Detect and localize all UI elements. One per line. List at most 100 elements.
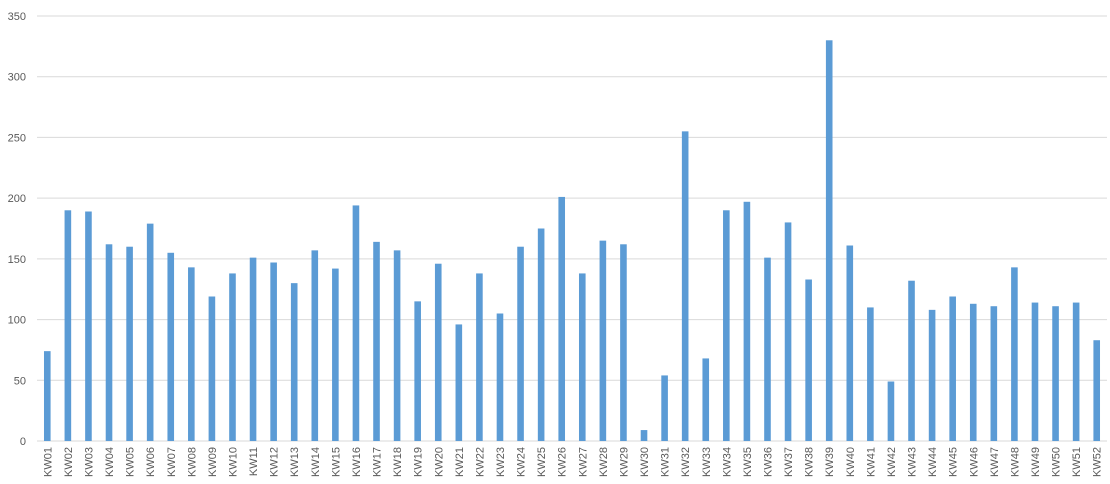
bar xyxy=(270,262,277,441)
x-tick-label: KW46 xyxy=(968,447,980,477)
bar xyxy=(723,210,730,441)
bar xyxy=(332,268,339,441)
x-tick-label: KW48 xyxy=(1009,447,1021,477)
y-tick-label: 350 xyxy=(8,11,26,23)
x-tick-label: KW34 xyxy=(721,447,733,477)
x-tick-label: KW03 xyxy=(83,447,95,477)
bar xyxy=(188,267,195,441)
x-tick-label: KW44 xyxy=(927,447,939,477)
x-tick-label: KW05 xyxy=(125,447,137,477)
bar xyxy=(599,240,607,441)
bar xyxy=(496,313,504,441)
x-tick-label: KW33 xyxy=(701,447,713,477)
x-tick-label: KW13 xyxy=(289,447,301,477)
x-tick-label: KW43 xyxy=(907,447,919,477)
bar xyxy=(126,246,133,441)
bar xyxy=(146,223,154,441)
bar xyxy=(867,307,874,441)
x-tick-label: KW07 xyxy=(166,447,178,477)
bar xyxy=(517,246,524,441)
x-tick-label: KW51 xyxy=(1071,447,1083,477)
bar xyxy=(352,205,360,441)
bar xyxy=(908,280,915,441)
x-tick-label: KW08 xyxy=(186,447,198,477)
bar xyxy=(764,257,771,441)
bar xyxy=(105,244,113,441)
bar xyxy=(414,301,421,441)
bar xyxy=(1093,340,1101,441)
x-tick-label: KW23 xyxy=(495,447,507,477)
x-tick-label: KW45 xyxy=(948,447,960,477)
y-tick-label: 50 xyxy=(14,375,26,387)
x-tick-label: KW15 xyxy=(330,447,342,477)
bar xyxy=(784,222,792,441)
bar xyxy=(476,273,483,441)
x-tick-label: KW29 xyxy=(618,447,630,477)
x-tick-label: KW40 xyxy=(845,447,857,477)
bar xyxy=(846,245,854,441)
bar xyxy=(1011,267,1018,441)
x-tick-label: KW02 xyxy=(63,447,75,477)
x-tick-label: KW09 xyxy=(207,447,219,477)
x-tick-label: KW04 xyxy=(104,447,116,477)
x-tick-label: KW12 xyxy=(269,447,281,477)
x-tick-label: KW50 xyxy=(1051,447,1063,477)
bar xyxy=(1031,302,1039,441)
bar xyxy=(434,263,442,441)
x-tick-label: KW38 xyxy=(804,447,816,477)
bar xyxy=(208,296,216,441)
x-tick-label: KW37 xyxy=(783,447,795,477)
bar xyxy=(455,324,463,441)
x-tick-label: KW26 xyxy=(557,447,569,477)
x-tick-label: KW31 xyxy=(660,447,672,477)
x-tick-label: KW16 xyxy=(351,447,363,477)
bar xyxy=(43,351,51,441)
bar xyxy=(825,40,833,442)
bar xyxy=(249,257,257,441)
bar xyxy=(990,306,998,441)
x-tick-label: KW24 xyxy=(516,447,528,477)
x-tick-label: KW21 xyxy=(454,447,466,477)
bar xyxy=(64,210,72,441)
y-tick-label: 300 xyxy=(8,72,26,84)
bar xyxy=(661,375,668,441)
x-tick-label: KW14 xyxy=(310,447,322,477)
bar xyxy=(949,296,956,441)
x-tick-label: KW30 xyxy=(639,447,651,477)
bar xyxy=(928,309,936,441)
x-tick-label: KW20 xyxy=(433,447,445,477)
bar xyxy=(85,211,92,441)
bar xyxy=(681,131,689,441)
y-tick-label: 150 xyxy=(8,254,26,266)
x-tick-label: KW36 xyxy=(762,447,774,477)
x-tick-label: KW35 xyxy=(742,447,754,477)
y-tick-label: 250 xyxy=(8,132,26,144)
bar xyxy=(1072,302,1080,441)
bar xyxy=(969,303,977,441)
bar xyxy=(290,283,298,441)
x-tick-label: KW18 xyxy=(392,447,404,477)
x-tick-label: KW06 xyxy=(145,447,157,477)
x-tick-label: KW17 xyxy=(372,447,384,477)
bar xyxy=(620,244,627,441)
bar xyxy=(805,279,812,441)
y-tick-label: 200 xyxy=(8,193,26,205)
bar xyxy=(743,201,751,441)
x-tick-label: KW32 xyxy=(680,447,692,477)
bar xyxy=(558,196,566,441)
bar xyxy=(167,252,175,441)
x-tick-label: KW28 xyxy=(598,447,610,477)
x-tick-label: KW49 xyxy=(1030,447,1042,477)
x-tick-label: KW52 xyxy=(1092,447,1104,477)
bar xyxy=(537,228,545,441)
bar xyxy=(640,430,648,441)
bar xyxy=(702,358,710,441)
y-tick-label: 100 xyxy=(8,315,26,327)
x-tick-label: KW42 xyxy=(886,447,898,477)
bar xyxy=(373,241,380,441)
x-tick-label: KW11 xyxy=(248,447,260,476)
x-tick-label: KW27 xyxy=(577,447,589,477)
bar xyxy=(311,250,319,441)
x-tick-label: KW19 xyxy=(413,447,425,477)
